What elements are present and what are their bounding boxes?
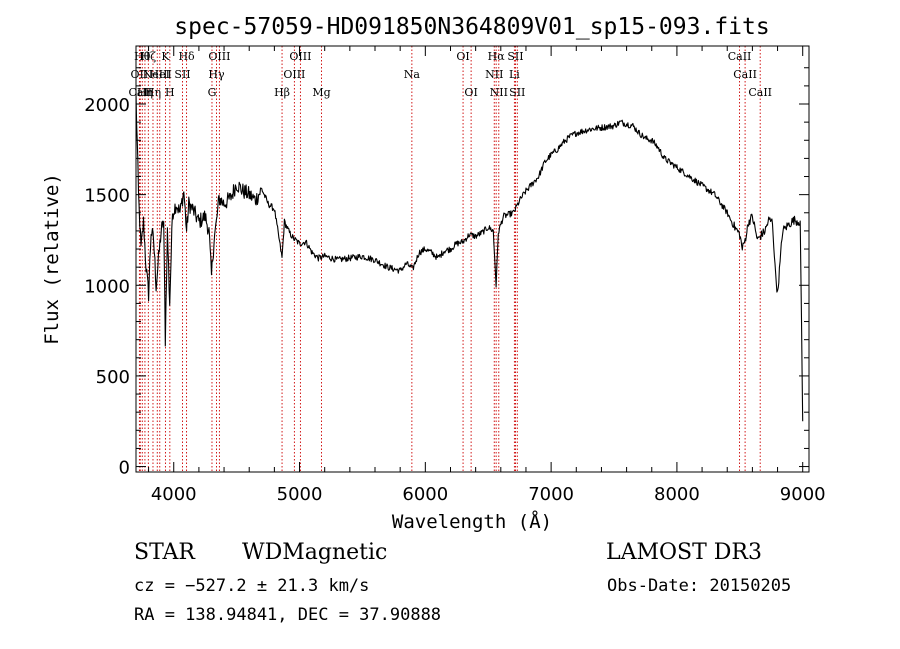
object-class: STAR: [134, 540, 196, 565]
axis-ticks: 4000 5000 6000 7000 8000 9000 0 500 1000 1500 2000: [84, 46, 826, 505]
y-tick-label: 500: [96, 367, 130, 388]
line-label-29: CaII: [733, 68, 757, 81]
line-label-23: Hα: [488, 50, 506, 63]
y-tick-label: 0: [119, 458, 130, 479]
line-label-6: NeIII: [143, 68, 172, 81]
object-subclass: WDMagnetic: [242, 540, 387, 565]
line-label-0: OII: [131, 68, 149, 81]
x-axis-label: Wavelength (Å): [392, 510, 552, 533]
line-label-12: G: [208, 86, 217, 99]
line-label-3: Hη: [137, 86, 153, 99]
y-tick-label: 2000: [84, 95, 130, 116]
line-label-15: Hβ: [274, 86, 290, 99]
line-label-28: CaII: [728, 50, 752, 63]
line-label-21: OI: [464, 86, 477, 99]
chart-title: spec-57059-HD091850N364809V01_sp15-093.f…: [174, 14, 769, 40]
line-label-26: SII: [507, 50, 523, 63]
line-label-8: K: [161, 50, 170, 63]
line-label-11: Hδ: [178, 50, 195, 63]
line-label-9: H: [165, 86, 175, 99]
line-label-14: OIII: [208, 50, 230, 63]
line-label-18: Mg: [312, 86, 330, 99]
line-label-17: OIII: [289, 50, 311, 63]
x-tick-label: 9000: [780, 484, 826, 505]
line-label-13: Hγ: [208, 68, 225, 81]
coordinates-info: RA = 138.94841, DEC = 37.90888: [134, 605, 441, 625]
line-label-5: Hη: [145, 86, 161, 99]
x-tick-label: 5000: [277, 484, 323, 505]
line-label-27: SII: [509, 86, 525, 99]
line-markers: [138, 46, 761, 472]
y-tick-label: 1500: [84, 186, 130, 207]
line-label-1: CaII: [128, 86, 152, 99]
line-label-10: SII: [174, 68, 190, 81]
x-tick-label: 4000: [151, 484, 197, 505]
line-label-22: NII: [485, 68, 503, 81]
x-tick-label: 6000: [402, 484, 448, 505]
line-label-24: NII: [490, 86, 508, 99]
survey-name: LAMOST DR3: [606, 540, 762, 565]
x-tick-label: 7000: [528, 484, 574, 505]
line-label-7: HeI: [150, 68, 170, 81]
line-label-19: Na: [404, 68, 421, 81]
spectrum-series-line: [135, 92, 804, 422]
y-tick-label: 1000: [84, 276, 130, 297]
line-label-30: CaII: [748, 86, 772, 99]
redshift-info: cz = −527.2 ± 21.3 km/s: [134, 576, 369, 596]
y-axis-label: Flux (relative): [41, 173, 63, 345]
line-label-2: Hθ: [134, 50, 151, 63]
x-tick-label: 8000: [654, 484, 700, 505]
obs-date: Obs-Date: 20150205: [607, 576, 791, 596]
line-label-16: OIII: [283, 68, 305, 81]
plot-frame: [135, 45, 810, 473]
line-label-20: OI: [456, 50, 469, 63]
line-label-4: Hζ: [141, 50, 157, 63]
line-label-25: Li: [509, 68, 520, 81]
